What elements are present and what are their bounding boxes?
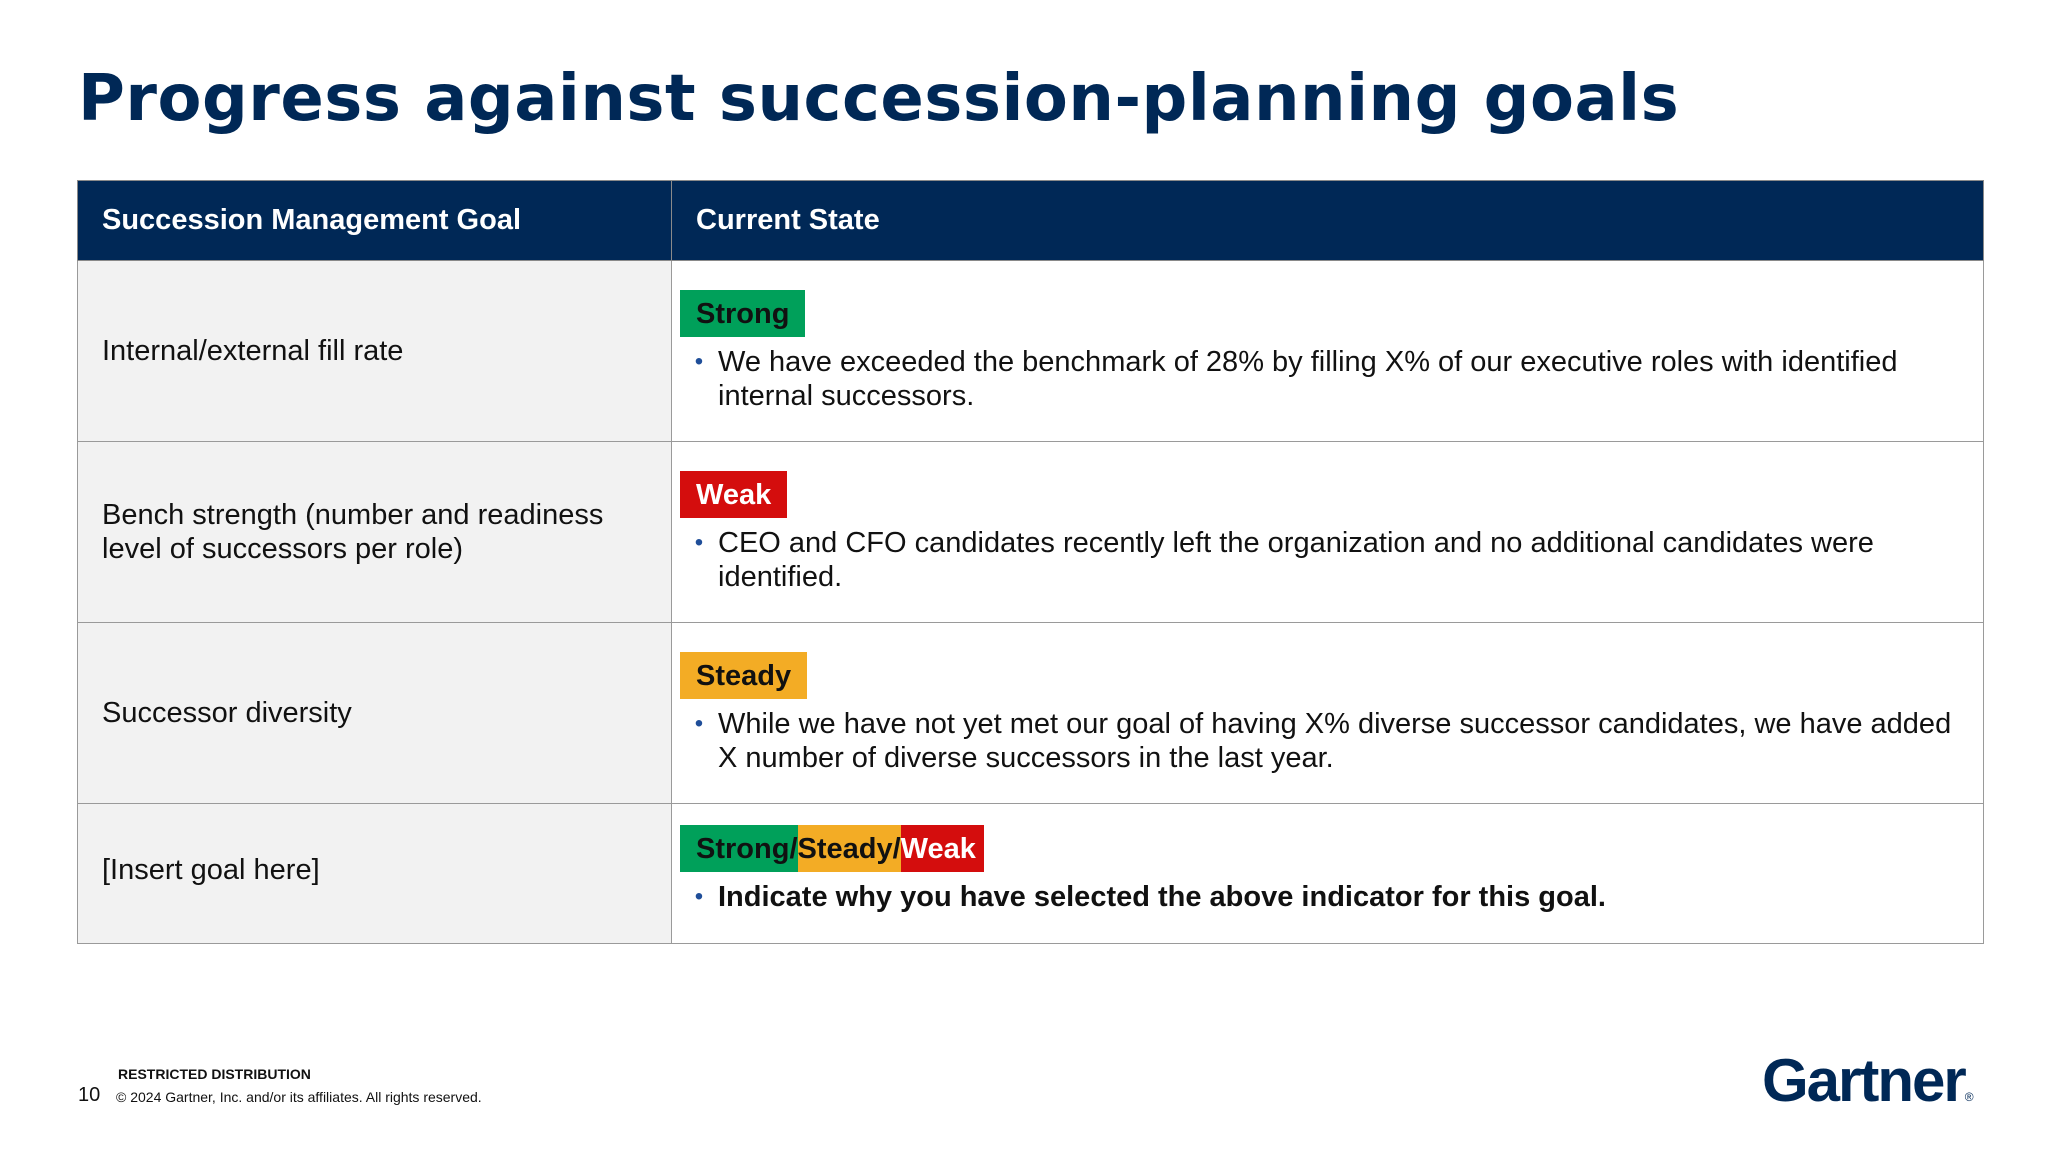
copyright-text: © 2024 Gartner, Inc. and/or its affiliat…: [116, 1089, 482, 1105]
table-row: Successor diversity Steady • While we ha…: [77, 622, 1984, 804]
status-badge-combined: Strong / Steady / Weak: [680, 825, 984, 872]
state-bullet: • Indicate why you have selected the abo…: [680, 880, 1953, 914]
header-current-state: Current State: [671, 180, 1984, 261]
state-cell: Strong / Steady / Weak • Indicate why yo…: [671, 803, 1984, 944]
state-bullet: • We have exceeded the benchmark of 28% …: [680, 345, 1953, 413]
status-part-weak: Weak: [900, 825, 984, 872]
table-row: Internal/external fill rate Strong • We …: [77, 260, 1984, 442]
state-text: CEO and CFO candidates recently left the…: [718, 526, 1874, 593]
status-part-separator: /: [789, 825, 798, 872]
bullet-dot-icon: •: [694, 883, 704, 910]
bullet-dot-icon: •: [694, 709, 704, 737]
table-header-row: Succession Management Goal Current State: [77, 180, 1984, 261]
page-number: 10: [78, 1084, 101, 1106]
goal-cell: [Insert goal here]: [77, 803, 672, 944]
status-part-strong: Strong: [680, 825, 790, 872]
status-badge-steady: Steady: [680, 651, 808, 699]
header-goal: Succession Management Goal: [77, 180, 672, 261]
status-badge-strong: Strong: [680, 289, 806, 337]
logo-text: Gartner: [1762, 1047, 1967, 1114]
page-title: Progress against succession-planning goa…: [78, 62, 1680, 136]
bullet-dot-icon: •: [694, 347, 704, 375]
goal-cell: Successor diversity: [77, 622, 672, 804]
table-row: [Insert goal here] Strong / Steady / Wea…: [77, 803, 1984, 944]
state-cell: Weak • CEO and CFO candidates recently l…: [671, 441, 1984, 623]
status-part-separator: /: [892, 825, 901, 872]
state-cell: Strong • We have exceeded the benchmark …: [671, 260, 1984, 442]
state-text: We have exceeded the benchmark of 28% by…: [718, 345, 1898, 412]
goal-cell: Internal/external fill rate: [77, 260, 672, 442]
gartner-logo: Gartner®: [1762, 1046, 1974, 1115]
distribution-label: RESTRICTED DISTRIBUTION: [118, 1066, 311, 1082]
goals-table: Succession Management Goal Current State…: [77, 180, 1984, 944]
state-bullet: • While we have not yet met our goal of …: [680, 707, 1953, 775]
state-text: While we have not yet met our goal of ha…: [718, 707, 1952, 774]
bullet-dot-icon: •: [694, 528, 704, 556]
registered-mark: ®: [1964, 1090, 1974, 1104]
table-row: Bench strength (number and readiness lev…: [77, 441, 1984, 623]
status-part-steady: Steady: [797, 825, 893, 872]
state-cell: Steady • While we have not yet met our g…: [671, 622, 1984, 804]
status-badge-weak: Weak: [680, 470, 788, 518]
goal-cell: Bench strength (number and readiness lev…: [77, 441, 672, 623]
state-bullet: • CEO and CFO candidates recently left t…: [680, 526, 1953, 594]
state-text: Indicate why you have selected the above…: [718, 881, 1606, 913]
